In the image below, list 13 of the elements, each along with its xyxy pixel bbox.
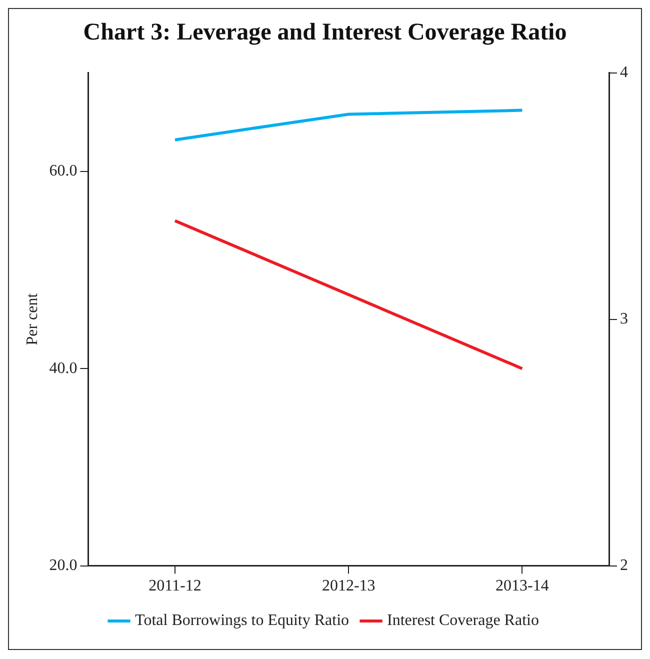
- x-tick-label: 2013-14: [496, 578, 549, 595]
- y2-tick-label: 3: [620, 310, 628, 328]
- x-tick-label: 2011-12: [148, 578, 202, 595]
- y2-tick-label: 2: [620, 557, 628, 574]
- y2-tick-label: 4: [620, 64, 628, 82]
- chart-title: Chart 3: Leverage and Interest Coverage Ratio: [83, 20, 567, 46]
- x-tick-label: 2012-13: [322, 578, 376, 595]
- y-tick-label: 60.0: [49, 162, 78, 180]
- y-axis-title: Per cent: [24, 292, 41, 346]
- y-tick-label: 20.0: [49, 557, 78, 574]
- y-tick-label: 40.0: [49, 360, 78, 377]
- legend-label: Total Borrowings to Equity Ratio: [135, 612, 350, 630]
- legend-label: Interest Coverage Ratio: [387, 612, 539, 630]
